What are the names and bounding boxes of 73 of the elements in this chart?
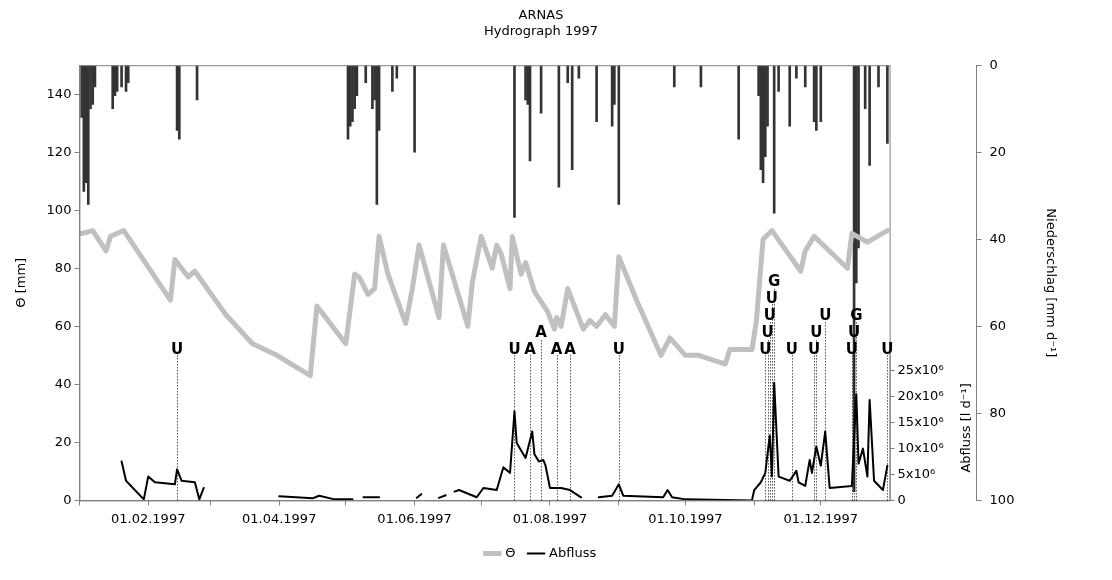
y3-tick-label: 25x10⁶ [897, 362, 944, 378]
y2-axis-title: Niederschlag [mm d⁻¹] [1043, 208, 1059, 358]
y-tick-label: 20 [54, 433, 72, 449]
bar [413, 65, 416, 153]
bar [788, 65, 792, 127]
y-tick-label: 80 [54, 259, 72, 275]
x-tick-label: 01.12.1997 [783, 510, 859, 526]
y-tick-label: 120 [46, 143, 72, 159]
y-tick-label: 40 [54, 375, 72, 391]
bar [772, 65, 776, 214]
legend-label: Abfluss [549, 544, 597, 560]
bar [91, 65, 95, 105]
y3-axis-title: Abfluss [l d⁻¹] [957, 383, 973, 473]
bar [886, 65, 889, 144]
y-axis-title: Θ [mm] [13, 257, 29, 308]
ref-line-label: G [768, 271, 781, 290]
ref-line-label: U [763, 305, 776, 324]
y2-tick-label: 60 [989, 317, 1007, 333]
bar [617, 65, 621, 205]
x-tick-label: 01.10.1997 [648, 510, 723, 526]
bar [111, 65, 115, 110]
y2-tick-label: 100 [989, 491, 1015, 507]
ref-line-label: U [170, 339, 184, 358]
bar [815, 65, 818, 131]
bar [672, 65, 676, 88]
y-tick-label: 140 [46, 85, 72, 101]
ref-line-label: U [761, 322, 774, 341]
ref-line-label: U [759, 339, 772, 358]
y2-tick-label: 0 [989, 56, 998, 72]
y3-tick-label: 15x10⁶ [897, 414, 944, 430]
ref-line-label: A [535, 322, 548, 341]
ref-line-label: U [881, 339, 894, 358]
bar [868, 65, 871, 166]
ref-line-label: A [564, 339, 577, 358]
bar [566, 65, 570, 83]
bar [391, 65, 394, 92]
y3-tick-label: 10x10⁶ [897, 439, 944, 455]
ref-line-label: U [785, 339, 799, 358]
bar [513, 65, 516, 218]
ref-line-label: A [550, 339, 563, 358]
x-tick-label: 01.06.1997 [377, 510, 452, 526]
y-tick-label: 60 [54, 317, 72, 333]
bar [86, 65, 90, 205]
bar [795, 65, 798, 79]
bar [177, 65, 181, 140]
bar [570, 65, 574, 170]
bar [120, 65, 123, 88]
y-tick-label: 100 [46, 201, 72, 217]
ref-line-label: U [765, 288, 779, 307]
y3-tick-label: 5x10⁶ [897, 465, 936, 481]
bar [364, 65, 368, 83]
y3-tick-label: 0 [897, 491, 906, 507]
y2-tick-label: 20 [989, 143, 1007, 159]
chart-subtitle: Hydrograph 1997 [483, 22, 599, 38]
y-tick-label: 0 [63, 491, 72, 507]
bar [803, 65, 807, 88]
legend-label: Θ [505, 544, 516, 560]
y2-tick-label: 40 [989, 230, 1007, 246]
chart-title: ARNAS [518, 7, 564, 23]
bar [595, 65, 598, 123]
ref-line-label: U [810, 322, 823, 341]
y2-tick-label: 80 [989, 404, 1007, 420]
ref-line-label: U [508, 339, 521, 358]
x-tick-label: 01.08.1997 [512, 510, 588, 526]
ref-line-label: U [612, 339, 625, 358]
bar [737, 65, 740, 140]
ref-line-label: U [808, 339, 821, 358]
ref-line-label: U [819, 305, 832, 324]
x-tick-label: 01.02.1997 [111, 510, 186, 526]
x-tick-label: 01.04.1997 [241, 510, 317, 526]
ref-line-label: A [524, 339, 537, 358]
y3-tick-label: 20x10⁶ [897, 388, 944, 404]
bar [877, 65, 880, 88]
